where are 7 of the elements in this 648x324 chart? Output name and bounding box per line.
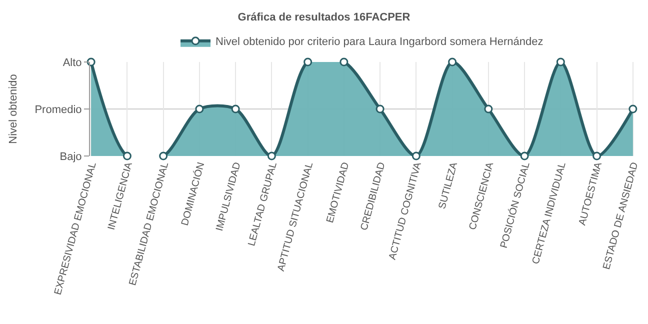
- text: Alto: [62, 56, 82, 69]
- y-axis-title: Nivel obtenido: [7, 74, 20, 144]
- text: Promedio: [34, 104, 82, 116]
- text: Bajo: [60, 150, 82, 163]
- x-tick-label: LEALTAD GRUPAL: [246, 160, 280, 248]
- chart-title: Gráfica de resultados 16FACPER: [238, 12, 410, 24]
- legend-label: Nivel obtenido por criterio para Laura Ingarbord somera Hernández: [216, 36, 544, 48]
